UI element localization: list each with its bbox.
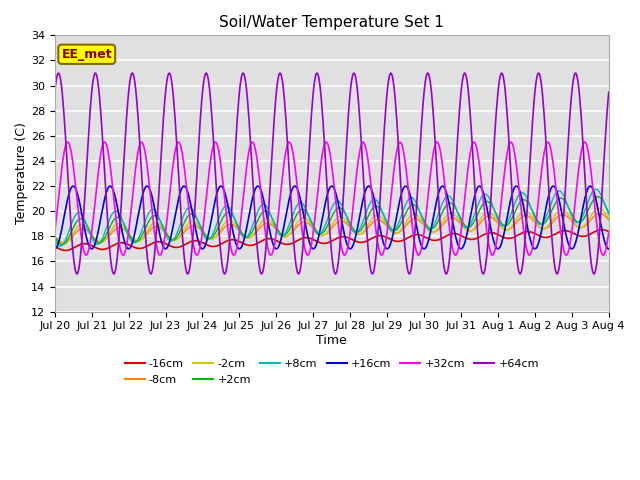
-16cm — [51, 244, 59, 250]
-2cm — [61, 240, 69, 246]
+32cm — [605, 229, 612, 235]
-2cm — [60, 241, 67, 247]
Legend: -16cm, -8cm, -2cm, +2cm, +8cm, +16cm, +32cm, +64cm: -16cm, -8cm, -2cm, +2cm, +8cm, +16cm, +3… — [120, 355, 543, 389]
Line: -8cm: -8cm — [55, 213, 609, 243]
-2cm — [118, 223, 126, 228]
+32cm — [399, 146, 407, 152]
+16cm — [175, 195, 182, 201]
-2cm — [204, 236, 212, 241]
Title: Soil/Water Temperature Set 1: Soil/Water Temperature Set 1 — [220, 15, 444, 30]
+8cm — [175, 226, 182, 231]
+16cm — [416, 239, 424, 244]
+32cm — [118, 251, 125, 257]
-8cm — [605, 217, 612, 223]
+8cm — [56, 243, 64, 249]
-2cm — [605, 216, 612, 222]
+32cm — [507, 139, 515, 145]
+8cm — [118, 217, 126, 223]
-16cm — [175, 244, 182, 250]
-8cm — [175, 235, 182, 241]
+16cm — [118, 231, 126, 237]
Line: +8cm: +8cm — [55, 189, 609, 246]
+2cm — [118, 218, 126, 224]
+64cm — [118, 192, 125, 198]
+2cm — [175, 231, 182, 237]
+32cm — [204, 185, 211, 191]
+32cm — [51, 229, 59, 235]
-16cm — [61, 248, 69, 253]
Line: -16cm: -16cm — [55, 229, 609, 251]
-8cm — [60, 240, 68, 246]
+8cm — [400, 206, 408, 212]
-16cm — [118, 240, 126, 246]
-2cm — [400, 223, 408, 228]
+32cm — [488, 252, 496, 258]
+64cm — [415, 159, 423, 165]
Text: EE_met: EE_met — [61, 48, 112, 61]
+64cm — [204, 72, 211, 78]
-16cm — [204, 242, 212, 248]
+32cm — [174, 139, 182, 145]
-16cm — [61, 248, 68, 253]
-16cm — [605, 228, 612, 234]
+16cm — [69, 183, 77, 189]
+16cm — [61, 210, 68, 216]
+2cm — [400, 215, 408, 220]
Line: +64cm: +64cm — [55, 73, 609, 274]
-8cm — [118, 226, 126, 231]
+64cm — [399, 219, 407, 225]
+8cm — [416, 209, 424, 215]
+32cm — [61, 146, 68, 152]
X-axis label: Time: Time — [316, 334, 347, 347]
-2cm — [595, 205, 603, 211]
-2cm — [175, 235, 182, 240]
+2cm — [594, 194, 602, 200]
+32cm — [415, 252, 423, 258]
+8cm — [605, 212, 612, 217]
Line: +16cm: +16cm — [55, 186, 609, 249]
-16cm — [416, 232, 424, 238]
+8cm — [61, 237, 69, 243]
-8cm — [61, 240, 69, 246]
+2cm — [416, 209, 424, 215]
+2cm — [605, 210, 612, 216]
+2cm — [58, 242, 65, 248]
+16cm — [204, 233, 212, 239]
+2cm — [51, 234, 59, 240]
+64cm — [605, 89, 612, 95]
+16cm — [400, 185, 408, 191]
-8cm — [596, 210, 604, 216]
-8cm — [204, 235, 212, 240]
-8cm — [400, 225, 408, 231]
-8cm — [51, 233, 59, 239]
+64cm — [51, 89, 59, 95]
Line: +32cm: +32cm — [55, 142, 609, 255]
+8cm — [204, 237, 212, 242]
+16cm — [51, 246, 59, 252]
+64cm — [61, 123, 68, 129]
Line: +2cm: +2cm — [55, 197, 609, 245]
+16cm — [605, 246, 612, 252]
+64cm — [498, 70, 506, 76]
+2cm — [204, 235, 212, 241]
Line: -2cm: -2cm — [55, 208, 609, 244]
+8cm — [592, 186, 600, 192]
-8cm — [416, 218, 424, 224]
Y-axis label: Temperature (C): Temperature (C) — [15, 122, 28, 225]
+8cm — [51, 237, 59, 242]
-16cm — [400, 237, 408, 243]
+2cm — [61, 240, 69, 245]
+64cm — [174, 163, 182, 169]
-2cm — [51, 233, 59, 239]
+64cm — [479, 271, 487, 277]
-2cm — [416, 216, 424, 221]
-16cm — [598, 227, 605, 232]
